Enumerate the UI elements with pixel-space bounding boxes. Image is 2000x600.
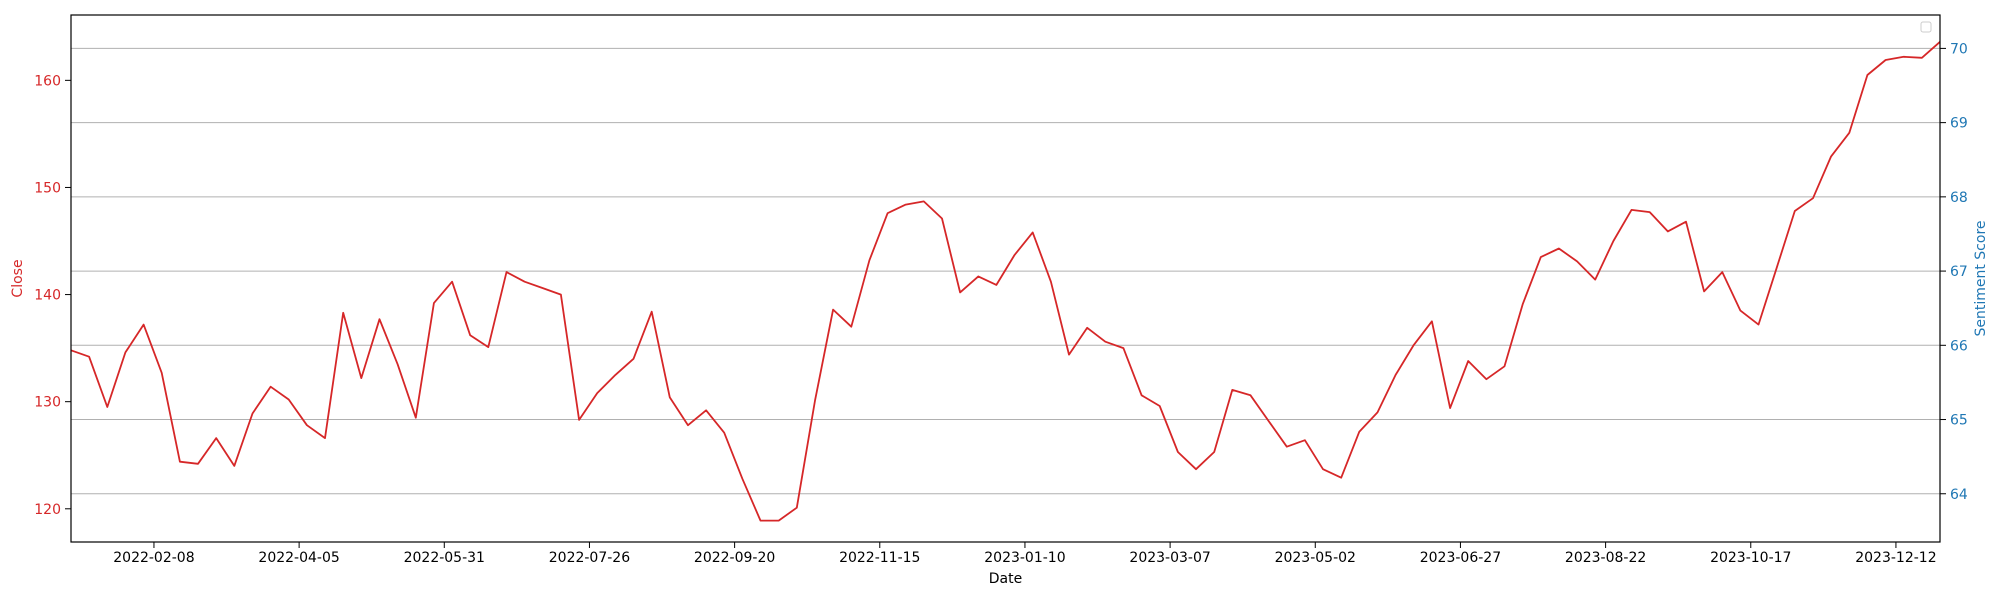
plot-frame	[70, 14, 1941, 543]
x-tick-label: 2023-08-22	[1565, 550, 1646, 566]
y-right-tick-label: 70	[1950, 41, 1968, 57]
y-right-tick-label: 64	[1950, 487, 1968, 503]
x-tick-label: 2023-06-27	[1420, 550, 1501, 566]
x-tick-label: 2023-01-10	[984, 550, 1065, 566]
y-left-tick-label: 140	[34, 288, 61, 304]
x-tick-label: 2022-05-31	[404, 550, 485, 566]
x-tick-label: 2023-05-02	[1275, 550, 1356, 566]
y-right-tick-label: 66	[1950, 338, 1968, 354]
series-line-close	[70, 41, 1941, 522]
y-left-tick-label: 130	[34, 395, 61, 411]
y-left-tick-label: 120	[34, 502, 61, 518]
x-tick-label: 2022-11-15	[839, 550, 920, 566]
series-close	[70, 41, 1941, 522]
grid-lines	[71, 47, 1940, 495]
y-right-axis-ticks: 64 65 66 67 68 69 70	[1940, 41, 1968, 503]
y-left-axis-ticks: 120 130 140 150 160	[34, 73, 71, 518]
y-right-tick-label: 69	[1950, 116, 1968, 132]
x-axis-ticks: 2022-02-08 2022-04-05 2022-05-31 2022-07-26…	[113, 542, 1937, 566]
x-tick-label: 2022-07-26	[549, 550, 630, 566]
x-axis-label: Date	[989, 571, 1022, 587]
x-tick-label: 2022-02-08	[113, 550, 194, 566]
x-tick-label: 2022-09-20	[694, 550, 775, 566]
y-left-tick-label: 160	[34, 73, 61, 89]
y-right-axis-label: Sentiment Score	[1973, 220, 1989, 336]
x-tick-label: 2022-04-05	[258, 550, 339, 566]
legend-box	[1920, 21, 1932, 33]
y-right-tick-label: 67	[1950, 264, 1968, 280]
y-right-tick-label: 65	[1950, 413, 1968, 429]
x-tick-label: 2023-03-07	[1129, 550, 1210, 566]
x-tick-label: 2023-10-17	[1710, 550, 1791, 566]
y-left-tick-label: 150	[34, 180, 61, 196]
y-left-axis-label: Close	[10, 259, 26, 297]
x-tick-label: 2023-12-12	[1855, 550, 1936, 566]
y-right-tick-label: 68	[1950, 190, 1968, 206]
